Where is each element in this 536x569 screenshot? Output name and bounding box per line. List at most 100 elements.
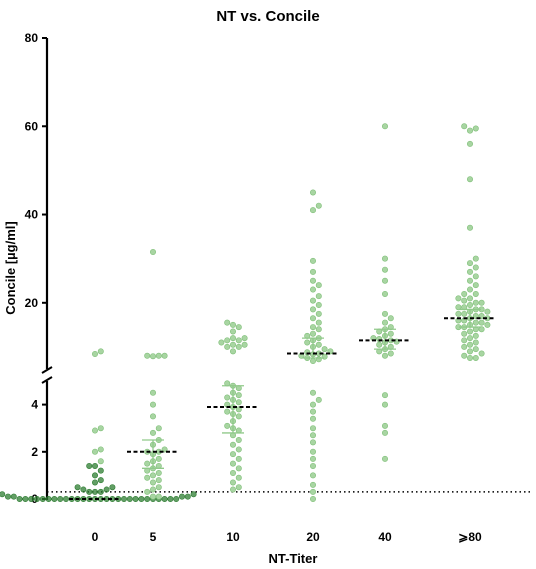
data-point xyxy=(80,486,87,493)
data-point xyxy=(309,189,316,196)
data-point xyxy=(472,264,479,271)
data-point xyxy=(57,495,64,502)
data-point xyxy=(304,339,311,346)
data-point xyxy=(315,282,322,289)
data-point xyxy=(45,495,52,502)
data-point xyxy=(235,343,242,350)
data-point xyxy=(466,335,473,342)
data-point xyxy=(230,451,237,458)
data-point xyxy=(230,470,237,477)
data-point xyxy=(92,462,99,469)
data-point xyxy=(92,448,99,455)
data-point xyxy=(466,224,473,231)
data-point xyxy=(466,140,473,147)
data-point xyxy=(235,474,242,481)
data-point xyxy=(455,310,462,317)
data-point xyxy=(92,479,99,486)
data-point xyxy=(241,335,248,342)
data-point xyxy=(150,249,157,256)
data-point xyxy=(466,341,473,348)
data-point xyxy=(381,422,388,429)
data-point xyxy=(109,484,116,491)
data-point xyxy=(62,495,69,502)
data-point xyxy=(190,491,197,498)
data-point xyxy=(173,495,180,502)
data-point xyxy=(466,328,473,335)
data-point xyxy=(461,343,468,350)
data-point xyxy=(309,448,316,455)
x-tick-label: 20 xyxy=(306,530,320,544)
data-point xyxy=(97,477,104,484)
data-point xyxy=(381,392,388,399)
y-tick-label: 40 xyxy=(25,208,39,222)
data-point xyxy=(309,401,316,408)
data-point xyxy=(472,299,479,306)
data-point xyxy=(472,354,479,361)
chart-title: NT vs. Concile xyxy=(216,8,319,25)
data-point xyxy=(235,399,242,406)
data-point xyxy=(315,302,322,309)
data-point xyxy=(144,488,151,495)
data-point xyxy=(381,401,388,408)
data-point xyxy=(461,330,468,337)
data-point xyxy=(466,127,473,134)
data-point xyxy=(472,125,479,132)
data-point xyxy=(466,348,473,355)
data-point xyxy=(235,413,242,420)
data-point xyxy=(461,310,468,317)
data-point xyxy=(167,495,174,502)
data-point xyxy=(155,455,162,462)
data-point xyxy=(235,446,242,453)
data-point xyxy=(92,472,99,479)
data-point xyxy=(484,321,491,328)
data-point xyxy=(97,425,104,432)
data-point xyxy=(315,341,322,348)
data-point xyxy=(461,290,468,297)
data-point xyxy=(28,495,35,502)
data-point xyxy=(466,260,473,267)
data-point xyxy=(33,495,40,502)
data-point xyxy=(478,350,485,357)
data-point xyxy=(235,406,242,413)
data-point xyxy=(155,470,162,477)
data-point xyxy=(161,446,168,453)
data-point xyxy=(224,394,231,401)
data-point xyxy=(39,495,46,502)
x-tick-label: 5 xyxy=(150,530,157,544)
data-point xyxy=(381,352,388,359)
data-point xyxy=(472,319,479,326)
data-point xyxy=(466,268,473,275)
data-point xyxy=(309,408,316,415)
data-point xyxy=(224,319,231,326)
y-tick-label: 2 xyxy=(31,445,38,459)
data-point xyxy=(381,429,388,436)
data-point xyxy=(230,460,237,467)
data-point xyxy=(472,346,479,353)
data-point xyxy=(461,352,468,359)
data-point xyxy=(0,491,6,498)
data-point xyxy=(235,455,242,462)
data-point xyxy=(241,341,248,348)
data-point xyxy=(309,277,316,284)
plot-area: 2040608002405102040⩾80 xyxy=(0,31,532,544)
data-point xyxy=(230,335,237,342)
data-point xyxy=(150,486,157,493)
data-point xyxy=(478,326,485,333)
data-point xyxy=(315,326,322,333)
data-point xyxy=(103,486,110,493)
data-point xyxy=(381,123,388,130)
data-point xyxy=(235,436,242,443)
x-tick-label: 40 xyxy=(378,530,392,544)
x-tick-label: ⩾80 xyxy=(458,530,482,544)
data-point xyxy=(381,310,388,317)
data-point xyxy=(97,488,104,495)
data-point xyxy=(230,479,237,486)
data-point xyxy=(150,389,157,396)
data-point xyxy=(309,455,316,462)
data-point xyxy=(161,495,168,502)
data-point xyxy=(315,202,322,209)
data-point xyxy=(138,495,145,502)
data-point xyxy=(86,488,93,495)
data-point xyxy=(309,257,316,264)
data-point xyxy=(309,488,316,495)
